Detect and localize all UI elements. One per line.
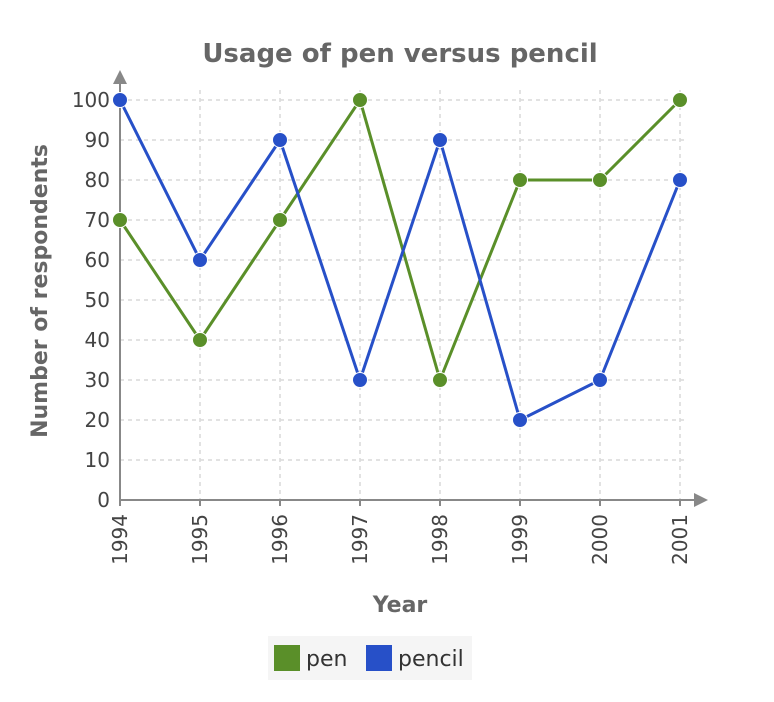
legend-swatch <box>274 645 300 671</box>
x-tick-label: 1994 <box>108 514 132 565</box>
legend-label: pen <box>306 647 347 672</box>
axes <box>113 70 708 507</box>
x-tick-label: 1999 <box>508 514 532 565</box>
legend-item-pencil[interactable]: pencil <box>366 645 464 672</box>
x-tick-label: 1996 <box>268 514 292 565</box>
chart-title: Usage of pen versus pencil <box>202 39 597 69</box>
series-line-pen <box>118 98 682 382</box>
data-point-pencil[interactable] <box>512 412 528 428</box>
data-point-pencil[interactable] <box>272 132 288 148</box>
legend: pen pencil <box>268 636 472 680</box>
y-tick-label: 100 <box>72 88 110 112</box>
y-tick-label: 40 <box>85 328 110 352</box>
data-point-pen[interactable] <box>672 92 688 108</box>
x-tick-label: 2000 <box>588 514 612 565</box>
x-tick-label: 1995 <box>188 514 212 565</box>
series-pen <box>112 92 688 388</box>
x-tick-label: 1998 <box>428 514 452 565</box>
y-tick-label: 50 <box>85 288 110 312</box>
y-tick-label: 20 <box>85 408 110 432</box>
series-pencil <box>112 92 688 428</box>
tick-labels: 0 10 20 30 40 50 60 70 80 90 100 1994 1995 1996 1997 19… <box>72 88 692 565</box>
x-axis-arrow <box>694 493 708 507</box>
data-point-pen[interactable] <box>432 372 448 388</box>
data-point-pencil[interactable] <box>352 372 368 388</box>
series-line-pencil <box>118 99 682 422</box>
legend-label: pencil <box>398 647 464 672</box>
data-point-pen[interactable] <box>272 212 288 228</box>
data-point-pen[interactable] <box>592 172 608 188</box>
data-point-pencil[interactable] <box>592 372 608 388</box>
y-tick-label: 90 <box>85 128 110 152</box>
data-point-pencil[interactable] <box>112 92 128 108</box>
y-tick-label: 80 <box>85 168 110 192</box>
y-axis-arrow <box>113 70 127 84</box>
grid <box>120 90 688 500</box>
legend-item-pen[interactable]: pen <box>274 645 347 672</box>
data-point-pen[interactable] <box>352 92 368 108</box>
y-tick-label: 10 <box>85 448 110 472</box>
x-tick-label: 1997 <box>348 514 372 565</box>
x-axis-title: Year <box>372 593 428 618</box>
data-point-pencil[interactable] <box>432 132 448 148</box>
data-point-pencil[interactable] <box>192 252 208 268</box>
y-tick-label: 0 <box>97 488 110 512</box>
series-layer <box>112 92 688 428</box>
y-tick-label: 30 <box>85 368 110 392</box>
y-tick-label: 60 <box>85 248 110 272</box>
y-axis-title: Number of respondents <box>28 144 53 438</box>
x-tick-label: 2001 <box>668 514 692 565</box>
data-point-pen[interactable] <box>512 172 528 188</box>
y-tick-label: 70 <box>85 208 110 232</box>
data-point-pen[interactable] <box>192 332 208 348</box>
data-point-pencil[interactable] <box>672 172 688 188</box>
data-point-pen[interactable] <box>112 212 128 228</box>
legend-swatch <box>366 645 392 671</box>
